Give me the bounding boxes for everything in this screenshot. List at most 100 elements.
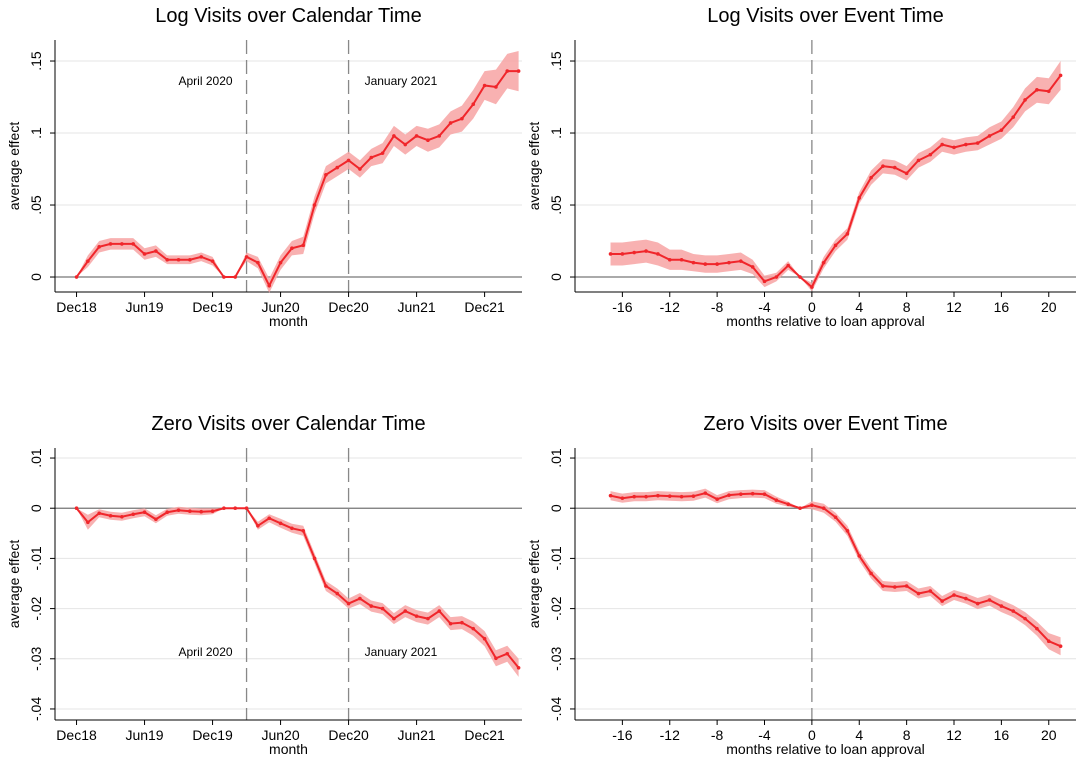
point [131,242,136,246]
x-tick-label: 20 [1041,727,1057,743]
point [916,158,921,163]
point [833,243,838,248]
point [904,171,909,176]
x-axis-title: month [269,741,308,757]
line [75,70,519,288]
y-tick-label: -.04 [548,697,564,721]
point [952,145,956,150]
x-tick-label: 12 [946,727,962,743]
point [426,616,430,621]
point [494,656,498,661]
point [358,596,362,601]
y-tick-label: 0 [548,504,564,512]
point [869,571,873,576]
point [608,252,613,256]
point [620,252,625,256]
panel-title: Zero Visits over Calendar Time [151,413,425,435]
x-tick-label: -8 [711,727,724,743]
panel: Log Visits over Calendar Time 0 .05 .1 .15 av… [6,5,522,329]
point [667,494,672,498]
point [928,589,933,593]
point [845,529,850,533]
x-tick-label: -12 [660,727,680,743]
point [892,585,897,589]
x-tick-label: -8 [711,299,724,315]
point [727,260,731,265]
point [516,666,521,670]
panel: Zero Visits over Event Time .01 0 -.01 -.02 -… [526,413,1076,757]
point [278,521,283,526]
point [233,506,238,511]
point [278,260,283,265]
confidence-band [610,61,1061,292]
point [679,494,684,499]
point [460,620,464,625]
point [154,249,158,253]
point [821,506,826,511]
x-tick-label: Dec20 [328,727,369,743]
point [222,275,226,279]
point [656,493,660,498]
point [176,257,181,262]
point [774,498,779,502]
point [142,252,147,256]
point [940,599,944,603]
panel-title: Zero Visits over Event Time [703,413,947,435]
point [199,255,204,259]
point [608,493,613,498]
point [1058,73,1063,78]
point [987,134,992,138]
point [881,584,885,588]
point [312,556,317,561]
y-tick-label: -.03 [548,646,564,670]
point [516,69,521,73]
point [188,257,192,262]
point [821,260,826,265]
point [845,232,850,236]
point [267,283,272,288]
point [403,142,408,147]
point [290,526,294,531]
point [679,257,684,262]
point [975,141,980,145]
y-tick-label: -.02 [548,596,564,620]
point [267,516,272,521]
point [324,584,328,588]
x-tick-label: 4 [855,727,863,743]
point [256,260,260,265]
x-axis-title: month [269,313,308,329]
point [869,175,873,180]
point [750,491,755,496]
point [833,515,838,520]
point [222,506,226,511]
y-tick-label: .1 [28,127,44,139]
point [1023,98,1027,102]
point [380,151,385,155]
x-tick-label: 8 [903,299,911,315]
point [108,242,113,246]
x-tick-label: Dec19 [192,727,233,743]
point [620,496,625,500]
x-tick-label: Dec21 [464,299,505,315]
point [632,494,637,499]
point [727,493,731,497]
point [505,69,510,73]
y-axis-title: average effect [526,540,542,629]
point [414,614,419,618]
y-tick-label: .01 [28,448,44,468]
y-tick-label: 0 [28,504,44,512]
point [403,609,408,613]
point [857,554,862,558]
point [928,152,933,157]
x-tick-label: -16 [612,727,632,743]
annotation: April 2020 [179,645,233,659]
point [86,520,90,525]
point [86,259,90,263]
x-tick-label: -4 [758,299,771,315]
y-tick-label: .15 [548,51,564,71]
point [1058,644,1063,649]
point [774,275,779,279]
point [750,265,755,269]
point [703,491,708,495]
x-tick-label: Dec21 [464,727,505,743]
